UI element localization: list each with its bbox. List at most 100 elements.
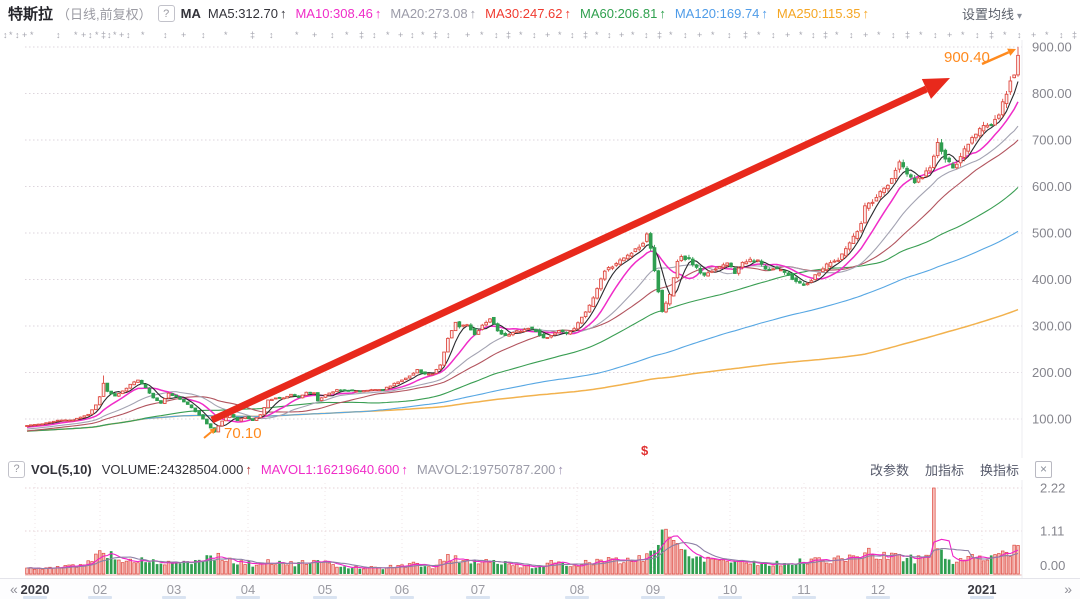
x-tick-05[interactable]: 05	[317, 582, 333, 597]
news-marker-icon[interactable]: *	[595, 30, 599, 40]
news-marker-icon[interactable]: +	[619, 30, 625, 40]
news-marker-icon[interactable]: *	[669, 30, 673, 40]
news-marker-icon[interactable]: ↕	[891, 30, 896, 40]
news-marker-icon[interactable]: ‡	[743, 30, 749, 40]
news-marker-icon[interactable]: ‡	[1072, 30, 1078, 40]
news-marker-icon[interactable]: *	[757, 30, 761, 40]
news-marker-icon[interactable]: *	[113, 30, 117, 40]
x-tick-2021[interactable]: 2021	[967, 582, 997, 597]
news-marker-icon[interactable]: *	[74, 30, 78, 40]
news-marker-icon[interactable]: ‡	[989, 30, 995, 40]
news-marker-icon[interactable]: +	[81, 30, 87, 40]
x-tick-03[interactable]: 03	[166, 582, 182, 597]
news-marker-icon[interactable]: ‡	[905, 30, 911, 40]
news-marker-icon[interactable]: ‡	[359, 30, 365, 40]
x-tick-11[interactable]: 11	[797, 582, 811, 597]
news-marker-icon[interactable]: *	[799, 30, 803, 40]
news-marker-icon[interactable]: +	[22, 30, 28, 40]
dividend-marker[interactable]: $	[641, 443, 649, 458]
news-marker-icon[interactable]: *	[345, 30, 349, 40]
news-marker-icon[interactable]: +	[947, 30, 953, 40]
news-marker-icon[interactable]: ‡	[250, 30, 256, 40]
x-tick-04[interactable]: 04	[240, 582, 256, 597]
news-marker-icon[interactable]: +	[398, 30, 404, 40]
news-marker-icon[interactable]: *	[711, 30, 715, 40]
news-marker-icon[interactable]: ↕	[494, 30, 499, 40]
news-marker-icon[interactable]: ↕	[727, 30, 732, 40]
news-marker-icon[interactable]: *	[386, 30, 390, 40]
news-marker-icon[interactable]: +	[785, 30, 791, 40]
close-icon[interactable]: ×	[1035, 460, 1052, 478]
news-marker-icon[interactable]: *	[631, 30, 635, 40]
news-marker-icon[interactable]: +	[465, 30, 471, 40]
news-marker-icon[interactable]: ‡	[433, 30, 439, 40]
news-marker-icon[interactable]: ↕	[56, 30, 61, 40]
news-marker-icon[interactable]: ↕	[570, 30, 575, 40]
news-marker-icon[interactable]: +	[1031, 30, 1037, 40]
x-tick-12[interactable]: 12	[870, 582, 886, 597]
pager-left-icon[interactable]: «	[10, 581, 18, 597]
ma-settings-button[interactable]: 设置均线 ▾	[962, 4, 1022, 23]
news-marker-icon[interactable]: *	[835, 30, 839, 40]
news-marker-icon[interactable]: *	[9, 30, 13, 40]
news-marker-icon[interactable]: +	[119, 30, 125, 40]
news-marker-icon[interactable]: *	[421, 30, 425, 40]
news-marker-icon[interactable]: ↕	[607, 30, 612, 40]
news-marker-icon[interactable]: *	[919, 30, 923, 40]
news-marker-icon[interactable]: *	[558, 30, 562, 40]
x-tick-06[interactable]: 06	[394, 582, 410, 597]
news-marker-icon[interactable]: ‡	[823, 30, 829, 40]
add-indicator-button[interactable]: 加指标	[924, 462, 964, 478]
news-marker-icon[interactable]: *	[877, 30, 881, 40]
news-marker-icon[interactable]: ‡	[101, 30, 107, 40]
news-marker-icon[interactable]: +	[312, 30, 318, 40]
news-marker-icon[interactable]: ↕	[201, 30, 206, 40]
swap-indicator-button[interactable]: 换指标	[979, 462, 1019, 478]
x-tick-02[interactable]: 02	[92, 582, 108, 597]
news-marker-icon[interactable]: +	[545, 30, 551, 40]
news-marker-icon[interactable]: ↕	[644, 30, 649, 40]
help-icon[interactable]: ?	[157, 5, 175, 22]
news-marker-icon[interactable]: ↕	[15, 30, 20, 40]
pager-right-icon[interactable]: »	[1064, 581, 1072, 597]
news-marker-icon[interactable]: ↕	[975, 30, 980, 40]
news-marker-icon[interactable]: ↕	[163, 30, 168, 40]
adjust-params-button[interactable]: 改参数	[869, 462, 909, 478]
news-marker-icon[interactable]: ‡	[583, 30, 589, 40]
news-marker-icon[interactable]: ↕	[849, 30, 854, 40]
news-marker-icon[interactable]: *	[480, 30, 484, 40]
news-marker-icon[interactable]: ↕	[811, 30, 816, 40]
volume-help-icon[interactable]: ?	[8, 460, 25, 478]
news-marker-icon[interactable]: +	[181, 30, 187, 40]
x-tick-2020[interactable]: 2020	[20, 582, 50, 597]
news-marker-icon[interactable]: *	[141, 30, 145, 40]
news-marker-icon[interactable]: ↕	[3, 30, 8, 40]
news-marker-icon[interactable]: ↕	[107, 30, 112, 40]
news-marker-icon[interactable]: ↕	[126, 30, 131, 40]
news-marker-icon[interactable]: *	[95, 30, 99, 40]
news-marker-icon[interactable]: *	[1045, 30, 1049, 40]
news-marker-icon[interactable]: *	[1003, 30, 1007, 40]
news-marker-icon[interactable]: ‡	[657, 30, 663, 40]
news-marker-icon[interactable]: ↕	[410, 30, 415, 40]
news-marker-icon[interactable]: ↕	[372, 30, 377, 40]
x-tick-09[interactable]: 09	[645, 582, 661, 597]
news-marker-icon[interactable]: ↕	[330, 30, 335, 40]
news-marker-icon[interactable]: *	[224, 30, 228, 40]
news-marker-icon[interactable]: +	[863, 30, 869, 40]
x-tick-10[interactable]: 10	[722, 582, 738, 597]
news-marker-icon[interactable]: ↕	[1059, 30, 1064, 40]
news-marker-icon[interactable]: *	[30, 30, 34, 40]
news-marker-icon[interactable]: ↕	[683, 30, 688, 40]
news-marker-icon[interactable]: ↕	[88, 30, 93, 40]
news-marker-icon[interactable]: *	[519, 30, 523, 40]
x-tick-07[interactable]: 07	[470, 582, 486, 597]
news-marker-icon[interactable]: ↕	[1017, 30, 1022, 40]
news-marker-icon[interactable]: ↕	[269, 30, 274, 40]
news-marker-icon[interactable]: ↕	[933, 30, 938, 40]
news-marker-icon[interactable]: *	[295, 30, 299, 40]
news-marker-icon[interactable]: ↕	[446, 30, 451, 40]
x-tick-08[interactable]: 08	[569, 582, 585, 597]
news-marker-icon[interactable]: ↕	[532, 30, 537, 40]
